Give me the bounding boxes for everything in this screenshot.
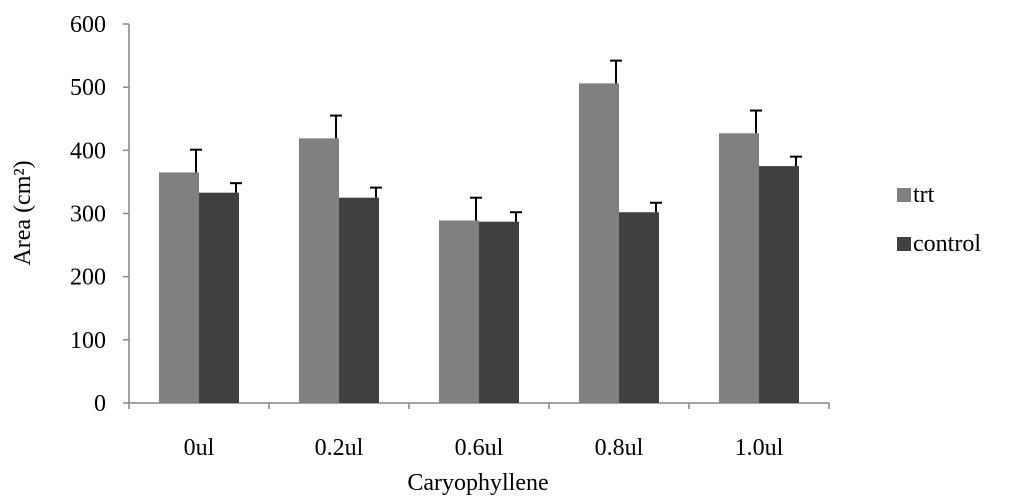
x-tick-label: 0.8ul [595,435,644,461]
y-tick-label: 200 [70,265,106,291]
legend-swatch [897,188,911,202]
bar-trt [159,172,199,403]
legend-label: trt [913,182,935,208]
y-tick-label: 100 [70,328,106,354]
bar-control [339,197,379,403]
y-tick-label: 500 [70,75,106,101]
bar-trt [299,138,339,403]
y-axis-label: Area (cm²) [10,160,36,265]
bar-control [199,192,239,403]
x-tick-label: 0.2ul [315,435,364,461]
y-tick-label: 0 [94,391,106,417]
bar-trt [579,83,619,404]
bar-control [759,166,799,403]
x-tick-label: 0ul [184,435,215,461]
y-tick-label: 600 [70,12,106,38]
bar-trt [439,220,479,403]
bar-control [479,221,519,403]
bar-control [619,212,659,403]
bar-trt [719,133,759,404]
legend-label: control [913,231,981,257]
legend-swatch [897,237,911,251]
y-tick-label: 300 [70,202,106,228]
legend-item-trt: trt [897,182,935,208]
x-axis-label: Caryophyllene [407,470,548,496]
legend: trt control [897,182,981,257]
axes [123,23,830,409]
bars [159,83,799,404]
y-tick-labels: 0 100 200 300 400 500 600 [70,12,106,417]
x-tick-label: 0.6ul [455,435,504,461]
error-bars [190,59,802,222]
x-tick-labels: 0ul 0.2ul 0.6ul 0.8ul 1.0ul [184,435,784,461]
x-tick-label: 1.0ul [735,435,784,461]
legend-item-control: control [897,231,981,257]
y-tick-label: 400 [70,138,106,164]
